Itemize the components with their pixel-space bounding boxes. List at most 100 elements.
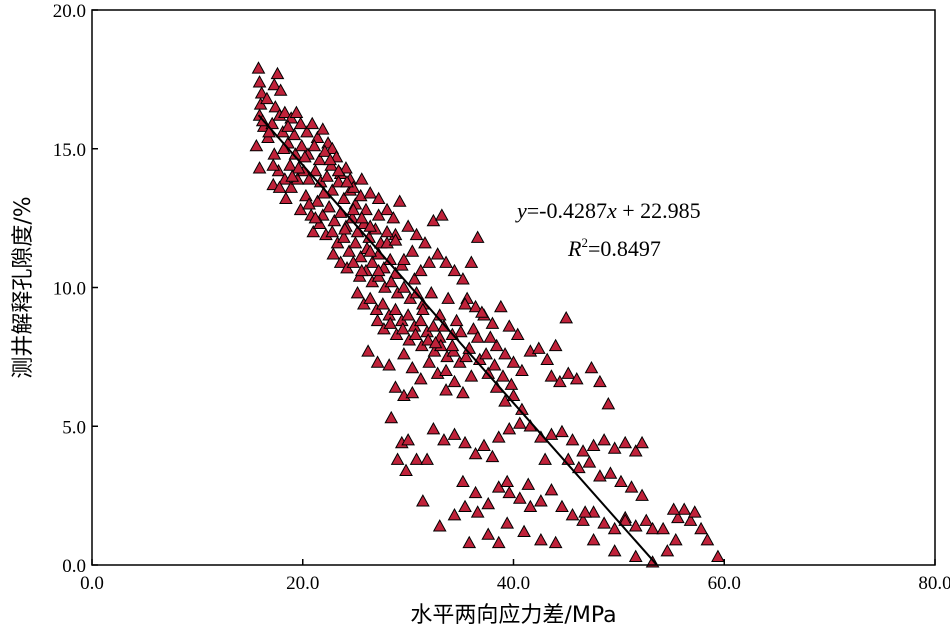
data-point	[331, 163, 346, 177]
data-point	[291, 161, 306, 174]
data-point	[683, 513, 698, 526]
data-point	[287, 127, 302, 141]
data-point	[428, 335, 443, 349]
data-point	[506, 388, 521, 402]
data-point	[397, 252, 411, 266]
data-point	[405, 360, 420, 374]
data-point	[270, 66, 285, 80]
data-point	[396, 322, 410, 335]
data-point	[521, 477, 536, 490]
data-point	[439, 383, 453, 396]
data-point	[700, 532, 715, 546]
data-point	[447, 508, 462, 521]
data-point	[322, 199, 336, 213]
data-point	[380, 202, 394, 216]
data-point	[586, 438, 601, 451]
data-point	[464, 255, 479, 268]
data-point	[399, 463, 413, 476]
data-point	[426, 421, 441, 435]
y-tick-label: 0.0	[62, 556, 86, 577]
data-point	[380, 224, 394, 238]
data-point	[582, 455, 597, 468]
data-point	[383, 316, 398, 329]
y-tick-label: 10.0	[53, 279, 86, 300]
data-point	[346, 202, 361, 216]
data-point	[325, 183, 340, 196]
data-point	[310, 194, 325, 207]
r-squared-annotation: R2=0.8497	[567, 235, 661, 261]
data-point	[336, 191, 351, 204]
data-point	[466, 322, 481, 335]
data-point	[409, 227, 424, 241]
data-point	[485, 316, 500, 329]
data-point	[470, 230, 485, 243]
data-point	[481, 496, 496, 510]
data-point	[586, 505, 601, 518]
data-point	[390, 452, 405, 465]
data-point	[251, 61, 266, 74]
data-point	[515, 363, 529, 377]
data-point	[668, 532, 683, 546]
data-point	[305, 116, 320, 130]
data-point	[565, 508, 580, 521]
data-point	[283, 158, 297, 171]
data-point	[338, 222, 352, 235]
data-point	[363, 291, 378, 304]
data-point	[586, 532, 601, 546]
data-point	[354, 263, 369, 277]
data-point	[456, 272, 470, 285]
data-point	[628, 444, 643, 457]
data-point	[371, 208, 386, 221]
data-point	[249, 138, 264, 152]
data-point	[614, 474, 628, 488]
data-point	[252, 161, 267, 174]
data-point	[645, 521, 660, 535]
data-point	[359, 202, 373, 216]
data-point	[607, 544, 622, 557]
data-point	[639, 513, 654, 526]
data-point	[323, 152, 337, 166]
data-point	[272, 180, 287, 193]
data-point	[268, 100, 283, 113]
data-point	[331, 175, 346, 188]
data-point	[618, 435, 633, 449]
data-point	[348, 236, 363, 249]
equation-intercept: + 22.985	[617, 198, 701, 223]
data-point	[607, 441, 622, 454]
data-point	[375, 297, 390, 310]
data-point	[510, 327, 525, 340]
data-point	[405, 244, 420, 257]
data-point	[371, 263, 386, 277]
data-point	[434, 208, 449, 221]
data-point	[354, 211, 369, 224]
data-point	[426, 319, 441, 332]
data-point	[512, 491, 527, 504]
data-point	[711, 549, 725, 562]
data-point	[388, 380, 403, 393]
data-point	[504, 377, 519, 390]
data-point	[483, 330, 498, 343]
data-point	[449, 313, 464, 327]
r2-superscript: 2	[581, 235, 588, 250]
data-point	[540, 352, 555, 365]
data-point	[531, 341, 546, 354]
data-point	[458, 297, 472, 310]
data-point	[618, 513, 633, 526]
data-point	[578, 505, 593, 518]
data-point	[273, 83, 288, 96]
data-point	[445, 338, 460, 352]
data-point	[420, 452, 434, 465]
data-point	[512, 416, 527, 429]
data-point	[544, 483, 559, 496]
data-point	[342, 244, 356, 257]
data-point	[559, 310, 574, 324]
data-point	[384, 274, 399, 288]
data-point	[500, 516, 515, 529]
data-point	[392, 194, 407, 207]
data-point	[561, 366, 576, 379]
data-point	[281, 119, 295, 132]
data-point	[384, 410, 399, 424]
data-point	[422, 355, 437, 368]
data-point	[418, 236, 432, 249]
data-point	[308, 211, 323, 224]
